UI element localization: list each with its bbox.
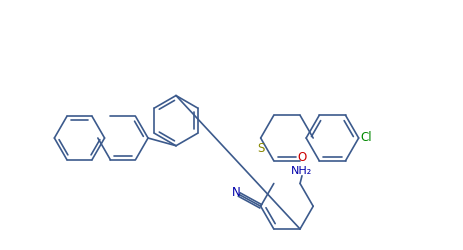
Text: N: N xyxy=(232,185,240,198)
Text: Cl: Cl xyxy=(360,130,371,143)
Text: O: O xyxy=(297,150,306,163)
Text: S: S xyxy=(257,142,264,154)
Text: NH₂: NH₂ xyxy=(291,165,312,175)
